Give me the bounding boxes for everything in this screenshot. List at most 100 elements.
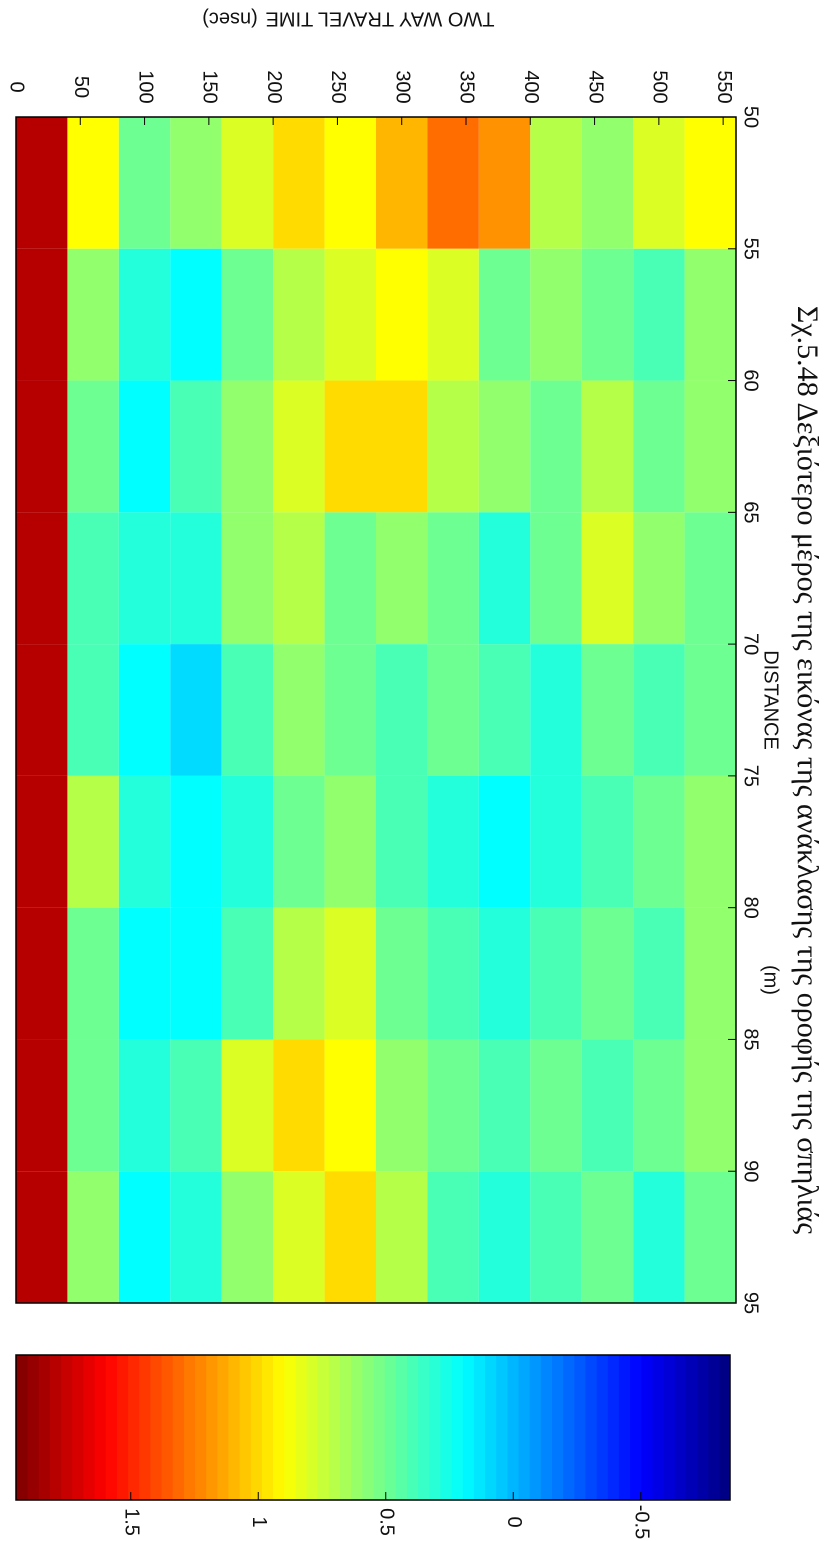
heat-cell [324, 248, 376, 381]
heat-cell [221, 907, 274, 1040]
x-tick-label: 55 [740, 238, 762, 260]
heat-cell [530, 117, 582, 249]
colorbar-step [584, 1355, 597, 1500]
heat-cell [16, 380, 68, 513]
colorbar-tick-label: 1.5 [120, 1508, 142, 1536]
colorbar-step [417, 1355, 430, 1500]
colorbar-step [384, 1355, 396, 1500]
heat-cell [16, 907, 68, 1040]
heat-cell [118, 1039, 171, 1172]
colorbar-step [239, 1355, 251, 1500]
colorbar-step [573, 1355, 586, 1500]
colorbar-step [718, 1355, 731, 1500]
heat-cell [67, 1171, 119, 1303]
heat-cell [170, 117, 222, 249]
heat-cell [427, 775, 479, 908]
heat-cell [530, 380, 582, 513]
x-tick-label: 60 [740, 369, 762, 391]
heat-cell [684, 512, 736, 645]
heat-cell [684, 1039, 736, 1172]
heat-cell [478, 775, 531, 908]
heat-cell [478, 644, 531, 776]
colorbar-step [439, 1355, 452, 1500]
heat-cell [273, 512, 325, 645]
colorbar-step [506, 1355, 519, 1500]
colorbar-tick-label: 1 [248, 1516, 270, 1527]
colorbar-step [27, 1355, 39, 1500]
heat-cell [376, 907, 428, 1040]
colorbar-step [373, 1355, 385, 1500]
heat-cell [118, 512, 171, 645]
x-tick-label: 70 [740, 633, 762, 655]
heat-cell [324, 775, 376, 908]
heat-cell [67, 117, 119, 249]
x-axis-label: DISTANCE [760, 650, 782, 750]
heat-cell [427, 248, 479, 381]
colorbar-step [462, 1355, 474, 1500]
heat-cell [530, 907, 582, 1040]
heat-cell [221, 512, 274, 645]
y-tick-label: 550 [713, 70, 735, 103]
heat-cell [67, 775, 119, 908]
colorbar-step [350, 1355, 363, 1500]
colorbar-step [618, 1355, 631, 1500]
heat-cell [273, 248, 325, 381]
heat-cell [427, 907, 479, 1040]
colorbar-step [451, 1355, 463, 1500]
colorbar-step [94, 1355, 106, 1500]
heat-cell [684, 117, 736, 249]
heat-cell [427, 1171, 479, 1303]
colorbar-step [663, 1355, 675, 1500]
colorbar-step [685, 1355, 698, 1500]
heat-cell [67, 644, 119, 776]
heat-cell [324, 907, 376, 1040]
heat-cell [118, 644, 171, 776]
heat-cell [633, 117, 685, 249]
heat-cell [530, 1039, 582, 1172]
heat-cell [16, 512, 68, 645]
colorbar-step [250, 1355, 262, 1500]
y-axis-label: TWO WAY TRAVEL TIME [266, 8, 495, 30]
colorbar-step [49, 1355, 62, 1500]
y-tick-label: 250 [327, 70, 349, 103]
colorbar-step [495, 1355, 508, 1500]
x-tick-label: 50 [740, 106, 762, 128]
x-tick-label: 95 [740, 1292, 762, 1314]
heat-cell [170, 1171, 222, 1303]
colorbar-step [484, 1355, 497, 1500]
y-tick-label: 500 [649, 70, 671, 103]
heat-cell [324, 1039, 376, 1172]
heat-cell [118, 1171, 171, 1303]
heat-cell [530, 644, 582, 776]
heat-cell [324, 380, 376, 513]
x-tick-label: 90 [740, 1160, 762, 1182]
heat-cell [530, 775, 582, 908]
colorbar-step [149, 1355, 162, 1500]
x-tick-label: 75 [740, 765, 762, 787]
heat-cell [581, 775, 634, 908]
heat-cell [273, 1039, 325, 1172]
heat-cell [221, 380, 274, 513]
heat-cell [16, 1171, 68, 1303]
heat-cell [427, 117, 479, 249]
heat-cell [633, 380, 685, 513]
heat-cell [324, 1171, 376, 1303]
colorbar-step [428, 1355, 441, 1500]
y-tick-label: 400 [520, 70, 542, 103]
colorbar-step [640, 1355, 653, 1500]
plot-frame [15, 116, 737, 1304]
heat-cell [221, 775, 274, 908]
colorbar-tick-label: -0.5 [630, 1505, 652, 1539]
colorbar-step [138, 1355, 151, 1500]
heat-cell [273, 775, 325, 908]
colorbar-step [551, 1355, 564, 1500]
heat-cell [633, 1039, 685, 1172]
heat-cell [67, 380, 119, 513]
colorbar-step [406, 1355, 419, 1500]
heat-cell [324, 117, 376, 249]
heat-cell [273, 380, 325, 513]
heat-cell [16, 775, 68, 908]
heat-cell [684, 248, 736, 381]
colorbar-step [361, 1355, 374, 1500]
